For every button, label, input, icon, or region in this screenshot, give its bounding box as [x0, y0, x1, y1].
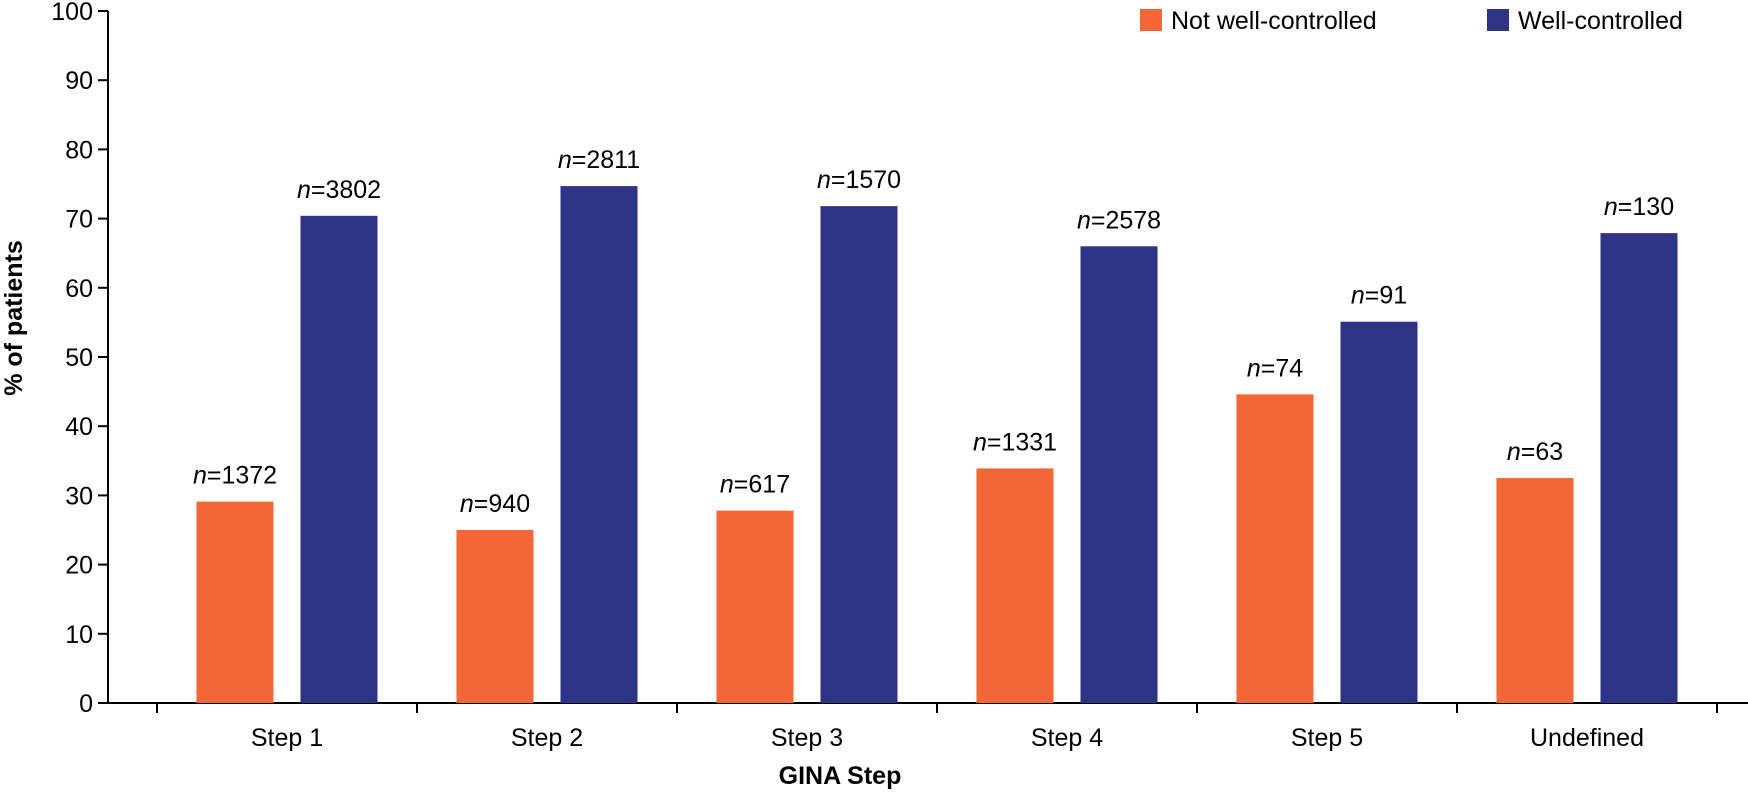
- data-label: n=2578: [1077, 206, 1161, 234]
- y-axis: 0 10 20 30 40 50 60 70 80 90 100: [51, 0, 109, 718]
- x-axis: Step 1 Step 2 Step 3 Step 4 Step 5 Undefined: [108, 702, 1748, 752]
- data-label: n=940: [460, 490, 530, 518]
- bar-well-controlled: [820, 206, 898, 704]
- y-tick-label: 20: [65, 552, 93, 580]
- bar-well-controlled: [560, 186, 638, 704]
- y-tick-label: 100: [51, 0, 93, 26]
- legend-label: Well-controlled: [1518, 7, 1683, 35]
- y-tick-label: 10: [65, 621, 93, 649]
- bar-well-controlled: [1080, 246, 1158, 703]
- bar-not-well-controlled: [456, 530, 534, 703]
- bars: [196, 186, 1678, 704]
- y-tick-label: 0: [79, 690, 93, 718]
- bar-not-well-controlled: [1496, 478, 1574, 703]
- data-label: n=3802: [297, 176, 381, 204]
- y-axis-title: % of patients: [0, 240, 28, 396]
- data-label: n=617: [720, 471, 790, 499]
- x-tick-label: Undefined: [1530, 724, 1644, 752]
- bar-not-well-controlled: [716, 510, 794, 703]
- x-tick-label: Step 1: [251, 724, 323, 752]
- y-tick-label: 90: [65, 67, 93, 95]
- x-tick-label: Step 3: [771, 724, 843, 752]
- data-label: n=1570: [817, 166, 901, 194]
- y-tick-label: 30: [65, 482, 93, 510]
- y-tick-label: 70: [65, 206, 93, 234]
- bar-not-well-controlled: [976, 468, 1054, 703]
- data-label: n=74: [1247, 354, 1303, 382]
- data-label: n=63: [1507, 438, 1563, 466]
- bar-not-well-controlled: [196, 501, 274, 703]
- data-label: n=130: [1604, 193, 1674, 221]
- legend: Not well-controlled Well-controlled: [1140, 7, 1683, 35]
- legend-label: Not well-controlled: [1171, 7, 1377, 35]
- y-tick-label: 80: [65, 136, 93, 164]
- legend-item-not-well-controlled: Not well-controlled: [1140, 7, 1377, 35]
- data-label: n=91: [1351, 282, 1407, 310]
- data-labels: n=1372 n=3802 n=940 n=2811 n=617 n=1570 n=1331…: [193, 146, 1674, 518]
- x-axis-title: GINA Step: [779, 762, 902, 790]
- data-label: n=1331: [973, 428, 1057, 456]
- legend-item-well-controlled: Well-controlled: [1487, 7, 1683, 35]
- y-tick-label: 40: [65, 413, 93, 441]
- x-tick-label: Step 4: [1031, 724, 1103, 752]
- bar-well-controlled: [300, 215, 378, 703]
- bar-not-well-controlled: [1236, 394, 1314, 703]
- x-tick-label: Step 2: [511, 724, 583, 752]
- bar-well-controlled: [1600, 233, 1678, 703]
- data-label: n=1372: [193, 462, 277, 490]
- bar-well-controlled: [1340, 321, 1418, 703]
- y-tick-label: 60: [65, 275, 93, 303]
- y-tick-label: 50: [65, 344, 93, 372]
- legend-swatch: [1140, 9, 1162, 31]
- data-label: n=2811: [558, 146, 640, 174]
- x-tick-label: Step 5: [1291, 724, 1363, 752]
- legend-swatch: [1487, 9, 1509, 31]
